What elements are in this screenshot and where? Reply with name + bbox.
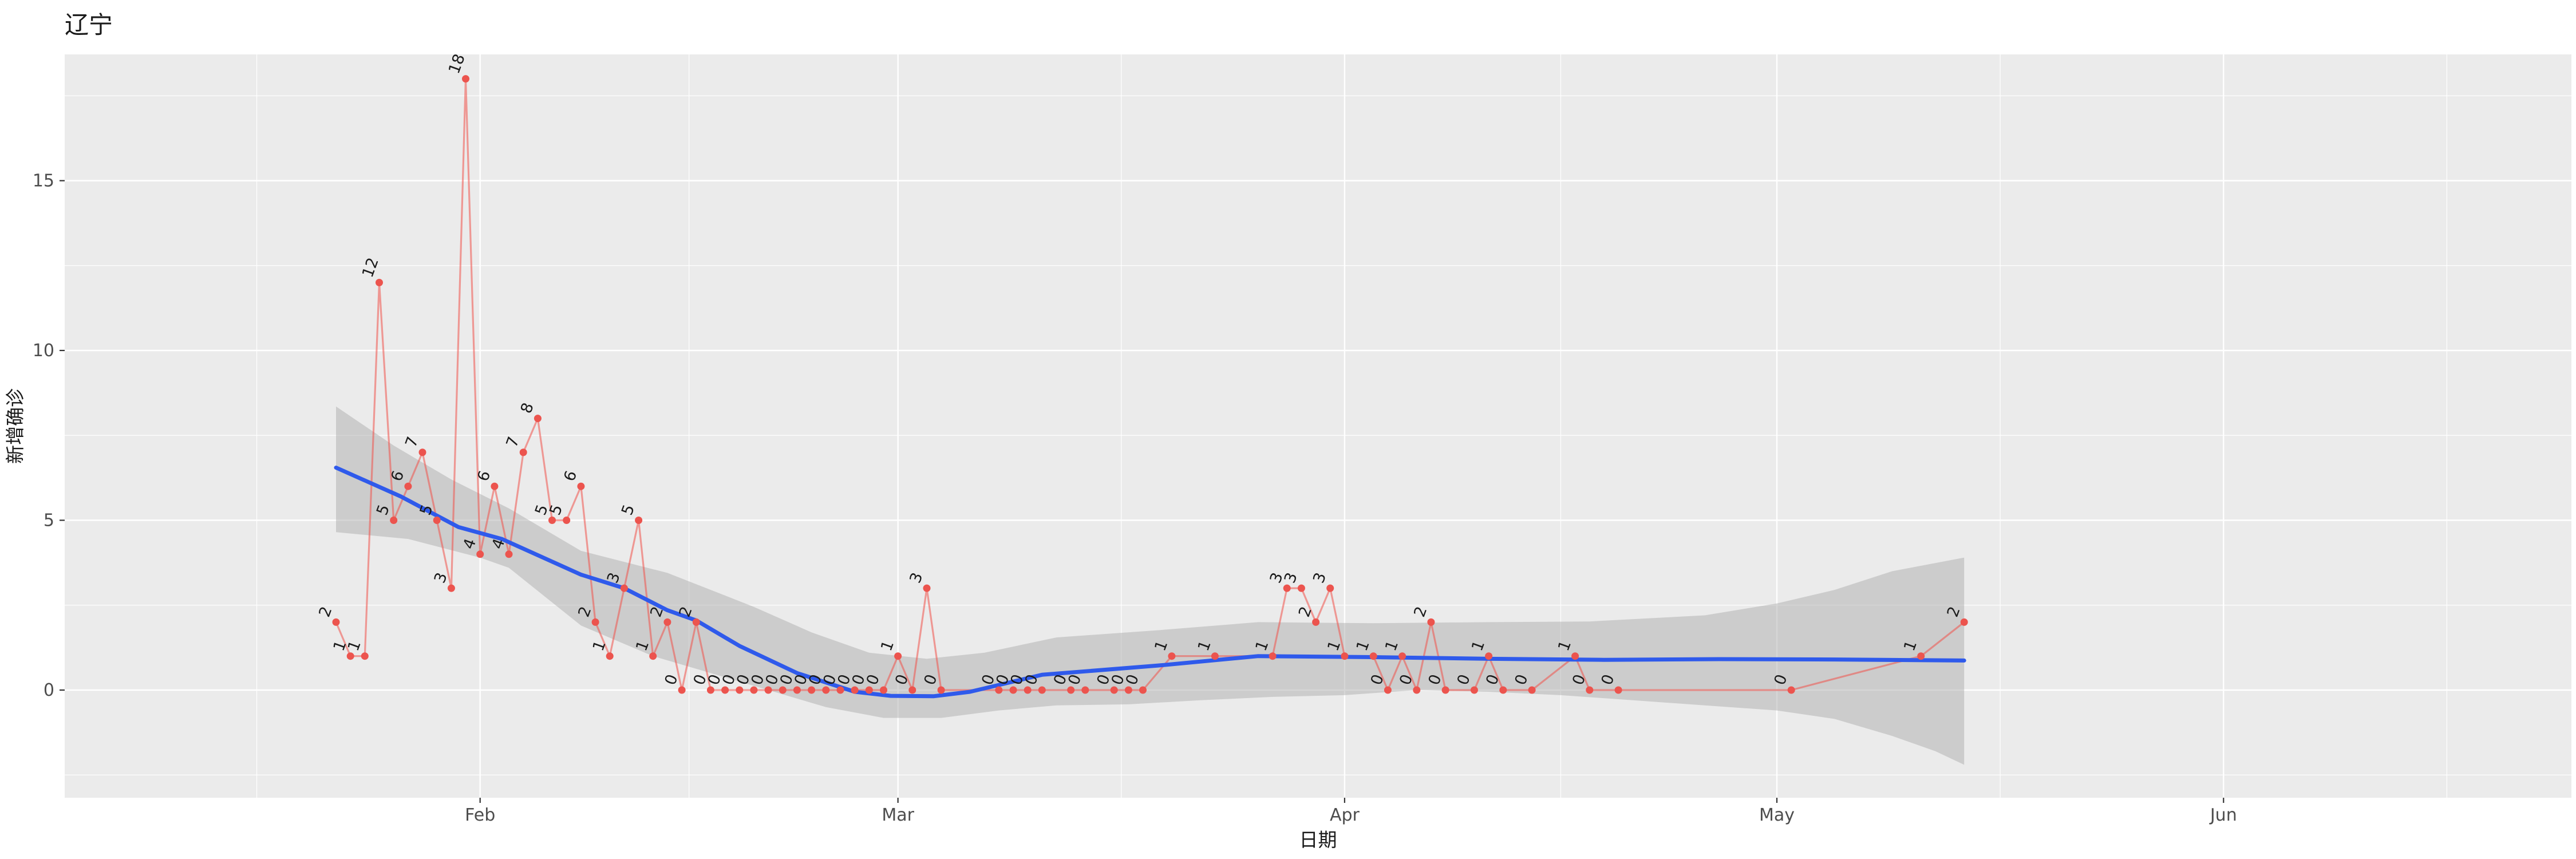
x-axis-tick-label: May <box>1759 805 1795 825</box>
data-point <box>995 686 1003 694</box>
data-point <box>635 517 643 524</box>
data-point <box>750 686 758 694</box>
data-point <box>1398 652 1406 660</box>
data-point <box>519 448 527 456</box>
data-point <box>534 415 542 423</box>
chart-title: 辽宁 <box>65 11 113 39</box>
data-point <box>1427 618 1435 626</box>
y-axis-tick-label: 15 <box>33 171 54 191</box>
x-axis-tick-label: Mar <box>882 805 914 825</box>
x-axis-title: 日期 <box>1299 829 1337 851</box>
data-point <box>865 686 873 694</box>
data-point <box>1297 584 1305 592</box>
data-point <box>894 652 902 660</box>
x-axis-tick-label: Feb <box>465 805 495 825</box>
data-point <box>663 618 671 626</box>
data-point <box>1038 686 1046 694</box>
data-point <box>1067 686 1075 694</box>
confidence-band <box>336 406 1965 765</box>
data-point <box>822 686 830 694</box>
y-axis-tick-label: 10 <box>33 341 54 361</box>
data-point <box>1110 686 1118 694</box>
data-point <box>1341 652 1349 660</box>
data-point <box>1470 686 1478 694</box>
data-point <box>1312 618 1320 626</box>
data-point <box>404 482 412 490</box>
data-point <box>447 584 455 592</box>
data-point <box>692 618 700 626</box>
data-point <box>1269 652 1277 660</box>
data-point <box>346 652 354 660</box>
data-point <box>563 517 571 524</box>
data-point <box>577 482 585 490</box>
data-point <box>620 584 628 592</box>
data-point <box>1124 686 1132 694</box>
data-point <box>880 686 887 694</box>
data-point <box>937 686 945 694</box>
x-axis-tick-label: Apr <box>1330 805 1360 825</box>
data-point <box>1485 652 1493 660</box>
data-point <box>1009 686 1017 694</box>
data-point <box>836 686 844 694</box>
data-point <box>923 584 931 592</box>
data-point <box>376 278 383 286</box>
data-point <box>1168 652 1176 660</box>
y-axis-tick-label: 0 <box>44 680 54 700</box>
data-point <box>678 686 686 694</box>
y-axis-title: 新增确诊 <box>4 388 26 464</box>
data-point <box>1369 652 1377 660</box>
data-point <box>418 448 426 456</box>
data-point <box>1787 686 1795 694</box>
data-point <box>851 686 859 694</box>
data-point <box>433 517 441 524</box>
data-point <box>1571 652 1579 660</box>
data-point <box>1139 686 1147 694</box>
data-point <box>462 75 469 83</box>
data-point <box>764 686 772 694</box>
data-point <box>706 686 714 694</box>
data-point <box>736 686 744 694</box>
data-point <box>1441 686 1449 694</box>
data-point <box>1283 584 1291 592</box>
data-line <box>335 78 1965 691</box>
data-point <box>1211 652 1219 660</box>
data-point <box>721 686 729 694</box>
data-point <box>1413 686 1421 694</box>
data-point <box>1081 686 1089 694</box>
smooth-line <box>334 466 1966 699</box>
data-point <box>1528 686 1536 694</box>
data-point <box>808 686 816 694</box>
data-point <box>1917 652 1925 660</box>
data-point <box>1499 686 1507 694</box>
data-point <box>548 517 556 524</box>
data-point <box>505 550 513 558</box>
data-point <box>779 686 787 694</box>
data-point <box>908 686 916 694</box>
data-point <box>390 517 398 524</box>
data-point <box>476 550 484 558</box>
data-point <box>606 652 614 660</box>
data-point <box>361 652 369 660</box>
data-point <box>649 652 657 660</box>
data-point <box>793 686 801 694</box>
x-axis-tick-label: Jun <box>2209 805 2237 825</box>
data-point <box>1326 584 1334 592</box>
data-point <box>332 618 340 626</box>
data-point <box>1024 686 1032 694</box>
data-point <box>1614 686 1622 694</box>
data-point <box>1384 686 1392 694</box>
data-point <box>1586 686 1594 694</box>
data-point <box>591 618 599 626</box>
data-point <box>491 482 499 490</box>
y-axis-tick-label: 5 <box>44 511 54 531</box>
data-point <box>1960 618 1968 626</box>
